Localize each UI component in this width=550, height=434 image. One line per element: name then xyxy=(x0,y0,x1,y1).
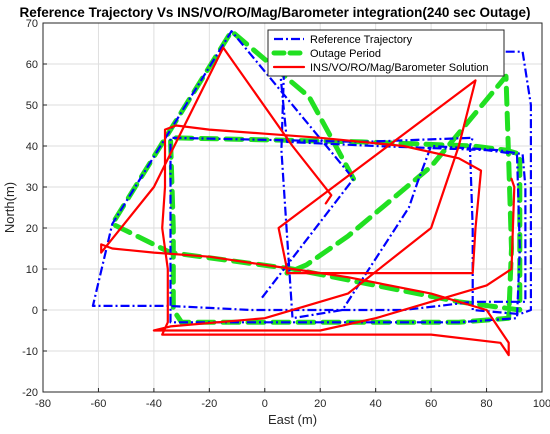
x-tick-label: -60 xyxy=(90,398,106,410)
x-tick-label: 0 xyxy=(262,398,268,410)
y-tick-label: -10 xyxy=(22,346,38,358)
y-tick-label: 20 xyxy=(26,223,38,235)
y-tick-label: 0 xyxy=(32,305,38,317)
y-tick-label: 60 xyxy=(26,59,38,71)
x-tick-label: 60 xyxy=(425,398,437,410)
legend-box xyxy=(267,29,505,77)
x-tick-label: 80 xyxy=(480,398,492,410)
legend-label-2: Outage Period xyxy=(310,48,381,60)
x-tick-label: -80 xyxy=(35,398,51,410)
y-tick-label: -20 xyxy=(22,387,38,399)
plot-area xyxy=(43,23,542,392)
tick-layer: -80 -60 -40 -20 0 20 40 60 80 100 -20 -10 0 10 20 30 40 5… xyxy=(22,18,550,410)
x-tick-label: -20 xyxy=(201,398,217,410)
x-tick-label: 100 xyxy=(533,398,550,410)
chart-title: Reference Trajectory Vs INS/VO/RO/Mag/Ba… xyxy=(20,5,531,20)
plot-frame xyxy=(42,22,543,393)
y-tick-label: 50 xyxy=(26,100,38,112)
legend: Reference Trajectory Outage Period INS/VO/… xyxy=(267,29,505,77)
legend-label-3: INS/VO/RO/Mag/Barometer Solution xyxy=(310,62,489,74)
y-tick-label: 10 xyxy=(26,264,38,276)
x-tick-label: 20 xyxy=(314,398,326,410)
legend-label-1: Reference Trajectory xyxy=(310,34,413,46)
y-tick-label: 40 xyxy=(26,141,38,153)
x-tick-label: 40 xyxy=(370,398,382,410)
y-axis-label: North(m) xyxy=(2,182,17,233)
x-tick-label: -40 xyxy=(146,398,162,410)
series-line-3 xyxy=(100,46,516,357)
y-tick-label: 30 xyxy=(26,182,38,194)
y-tick-label: 70 xyxy=(26,18,38,30)
x-axis-label: East (m) xyxy=(268,412,317,427)
